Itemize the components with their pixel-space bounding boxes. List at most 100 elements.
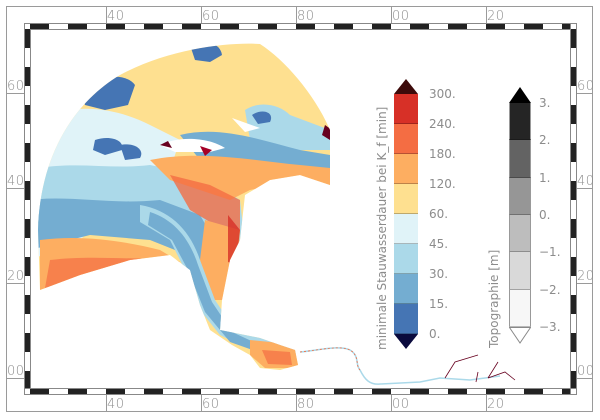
bottom-tick-label: 00 (392, 397, 410, 412)
topography-tick-label: −2. (539, 282, 561, 297)
topography-segment (509, 252, 531, 290)
checker-segment (571, 219, 576, 238)
bottom-tick-label: 60 (202, 397, 220, 412)
checker-segment (372, 389, 391, 394)
checker-segment (571, 143, 576, 162)
topography-tick-label: −1. (539, 245, 561, 260)
topography-over-arrow (509, 87, 531, 103)
tick-line (6, 283, 24, 284)
checker-segment (68, 24, 87, 29)
checker-segment (24, 23, 576, 24)
estuary-map (38, 43, 516, 385)
flood-duration-colorbar-title: minimale Stauwasserdauer bei K_f [min] (375, 106, 389, 350)
tick-line (201, 6, 202, 23)
colorbar-segment (394, 244, 418, 274)
tick-line (106, 6, 107, 23)
colorbar-segment (394, 154, 418, 184)
checker-segment (106, 24, 125, 29)
colorbar-tick-label: 60. (429, 207, 449, 221)
checker-segment (25, 257, 30, 276)
checker-segment (448, 389, 467, 394)
checker-segment (25, 105, 30, 124)
checker-segment (571, 371, 576, 388)
checker-segment (25, 143, 30, 162)
checker-segment (106, 389, 125, 394)
checker-segment (144, 24, 163, 29)
checker-segment (258, 24, 277, 29)
tick-line (6, 378, 24, 379)
checker-segment (25, 67, 30, 86)
bottom-tick-label: 80 (297, 397, 315, 412)
colorbar-segment (394, 184, 418, 214)
checker-segment (486, 389, 505, 394)
checker-segment (25, 371, 30, 388)
checker-segment (576, 23, 577, 395)
colorbar-segment (394, 214, 418, 244)
checker-segment (448, 24, 467, 29)
colorbar-over-arrow (394, 79, 418, 94)
checker-segment (571, 333, 576, 352)
checker-segment (486, 24, 505, 29)
tick-line (486, 394, 487, 412)
checker-segment (296, 389, 315, 394)
checker-segment (524, 24, 543, 29)
topography-tick-label: 2. (539, 133, 551, 148)
tick-line (6, 188, 24, 189)
left-tick-label: 40 (7, 174, 25, 189)
checker-segment (372, 24, 391, 29)
checker-segment (562, 24, 570, 29)
checker-segment (334, 389, 353, 394)
checker-segment (30, 389, 49, 394)
tick-line (576, 188, 593, 189)
checker-segment (570, 23, 571, 395)
top-tick-label: 80 (297, 9, 315, 24)
tick-line (6, 93, 24, 94)
checker-segment (296, 24, 315, 29)
flood-duration-colorbar (394, 79, 418, 349)
top-tick-label: 40 (107, 9, 125, 24)
checker-segment (25, 295, 30, 314)
topography-tick-label: 1. (539, 170, 551, 185)
tick-line (201, 394, 202, 412)
top-tick-label: 00 (392, 9, 410, 24)
map-plot-area[interactable] (30, 29, 570, 388)
top-tick-label: 20 (487, 9, 505, 24)
checker-segment (524, 389, 543, 394)
right-tick-label: 40 (577, 174, 595, 189)
colorbar-segment (394, 274, 418, 304)
colorbar-under-arrow (394, 334, 418, 349)
checker-segment (571, 295, 576, 314)
colorbar-tick-label: 0. (429, 327, 441, 341)
checker-segment (258, 389, 277, 394)
colorbar-segment (394, 94, 418, 124)
tick-line (391, 6, 392, 23)
left-tick-label: 60 (7, 79, 25, 94)
topography-segment (509, 103, 531, 141)
colorbar-tick-label: 120. (429, 177, 456, 191)
topography-tick-label: −3. (539, 320, 561, 334)
topography-segment (509, 289, 531, 327)
colorbar-tick-label: 300. (429, 87, 456, 101)
checker-segment (571, 105, 576, 124)
right-tick-label: 60 (577, 79, 595, 94)
checker-segment (24, 388, 576, 389)
topography-tick-label: 0. (539, 208, 551, 222)
checker-segment (24, 394, 576, 395)
topography-tick-label: 3. (539, 96, 551, 110)
checker-segment (25, 333, 30, 352)
right-tick-label: 20 (577, 269, 595, 284)
checker-segment (182, 24, 201, 29)
tick-line (391, 394, 392, 412)
tick-line (576, 378, 593, 379)
topography-under-arrow (509, 327, 531, 344)
colorbar-segment (394, 124, 418, 154)
colorbar-tick-label: 240. (429, 117, 456, 131)
checker-segment (220, 389, 239, 394)
checker-segment (220, 24, 239, 29)
bottom-tick-label: 40 (107, 397, 125, 412)
tick-line (106, 394, 107, 412)
colorbar-segment (394, 304, 418, 334)
checker-segment (571, 29, 576, 48)
tick-line (576, 93, 593, 94)
outer-frame (6, 6, 593, 412)
